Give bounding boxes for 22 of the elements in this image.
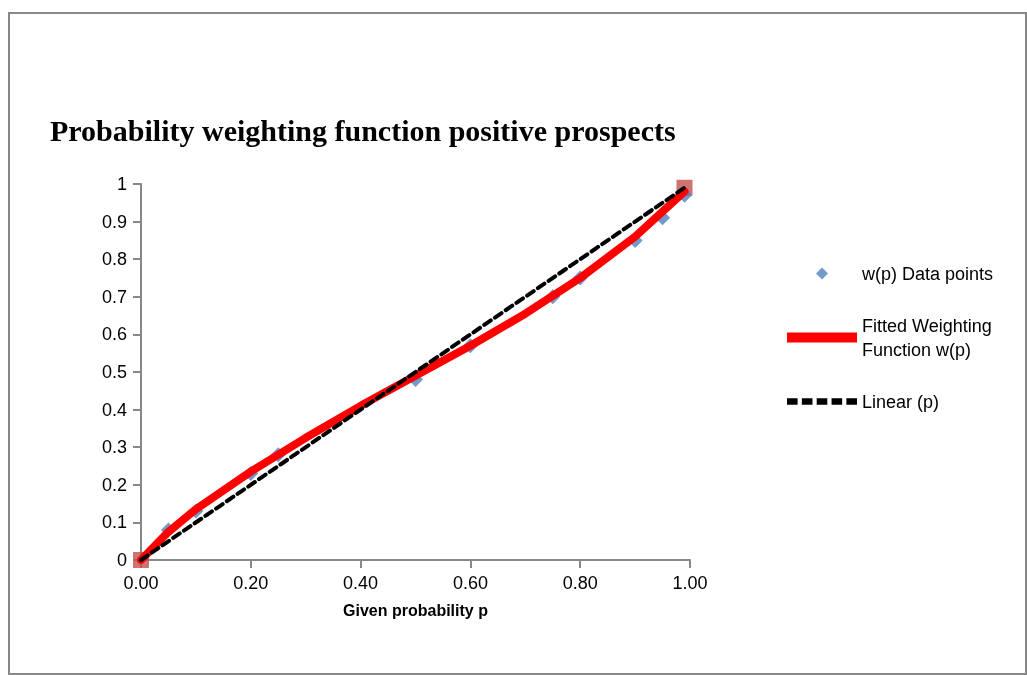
y-tick-label: 0.9 — [101, 211, 127, 232]
chart-title: Probability weighting function positive prospects — [50, 113, 676, 147]
y-tick-label: 0.7 — [101, 286, 127, 307]
x-tick-label: 0.60 — [452, 573, 488, 593]
legend-label: Fitted Weighting Function w(p) — [862, 315, 997, 360]
x-axis-title: Given probability p — [343, 601, 489, 619]
y-tick-label: 0.2 — [101, 474, 127, 495]
legend-label: Linear (p) — [862, 391, 940, 412]
y-tick-label: 0.5 — [101, 362, 127, 382]
y-tick-label: 0.3 — [101, 437, 127, 458]
legend-label: w(p) Data points — [861, 263, 994, 284]
y-tick-label: 0 — [116, 550, 127, 570]
y-tick-label: 0.4 — [101, 399, 127, 420]
y-tick-label: 0.1 — [101, 512, 127, 533]
y-tick-label: 0.8 — [101, 249, 127, 270]
x-tick-label: 0.80 — [562, 573, 598, 593]
y-tick-label: 1 — [116, 174, 127, 194]
x-tick-label: 0.40 — [343, 573, 379, 593]
x-tick-label: 0.00 — [123, 573, 159, 593]
x-tick-label: 0.20 — [233, 573, 269, 593]
x-tick-label: 1.00 — [672, 573, 708, 593]
y-tick-label: 0.6 — [101, 324, 127, 345]
